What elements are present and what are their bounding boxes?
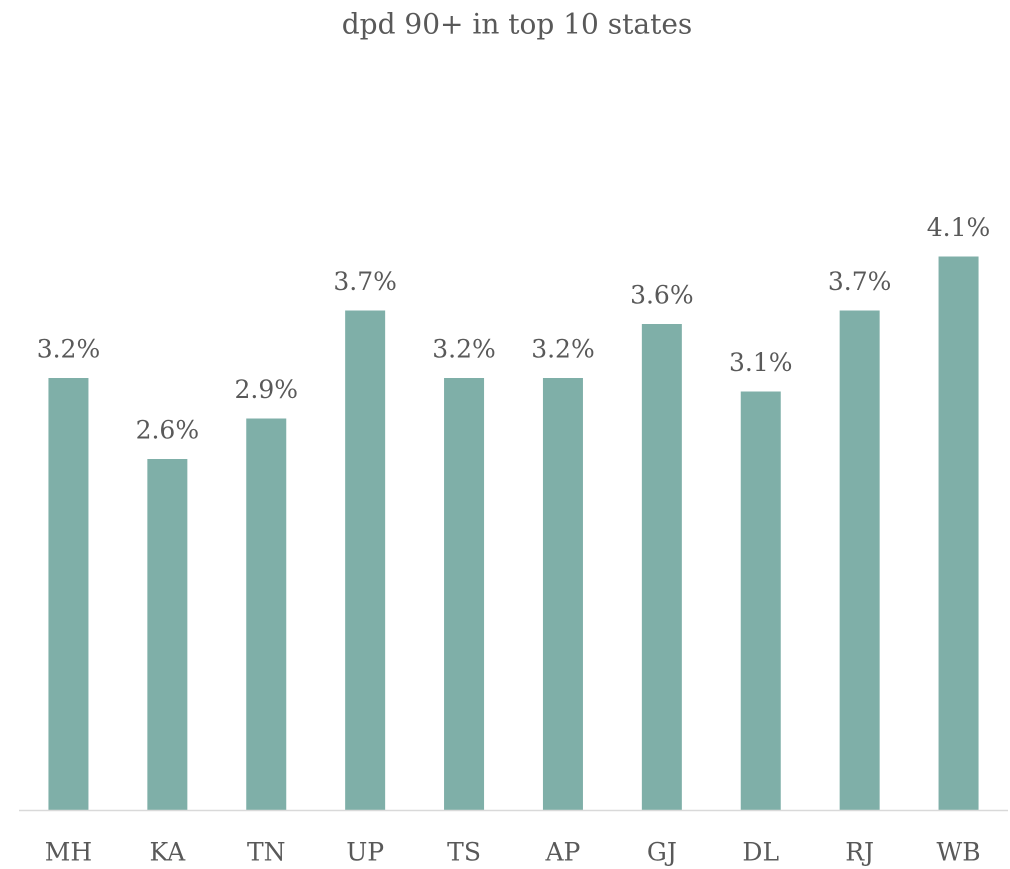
x-tick-label: MH — [45, 838, 92, 867]
x-tick-label: WB — [937, 838, 981, 867]
x-tick-label: DL — [742, 838, 779, 867]
bar — [938, 256, 979, 810]
data-label: 2.6% — [136, 416, 200, 445]
bar — [740, 391, 781, 810]
x-tick-label: RJ — [845, 838, 874, 867]
data-label: 2.9% — [234, 375, 298, 404]
bar — [246, 418, 287, 810]
bar — [345, 310, 386, 810]
chart-title: dpd 90+ in top 10 states — [342, 8, 693, 41]
data-label: 3.6% — [630, 281, 694, 310]
bar — [839, 310, 880, 810]
x-tick-label: GJ — [647, 838, 677, 867]
data-label: 3.2% — [432, 335, 496, 364]
x-tick-label: UP — [346, 838, 384, 867]
data-label: 3.7% — [828, 267, 892, 296]
x-tick-label: TN — [247, 838, 286, 867]
bar — [48, 378, 89, 810]
data-label: 3.7% — [333, 267, 397, 296]
bar — [147, 459, 188, 810]
bar — [444, 378, 485, 810]
data-label: 3.2% — [37, 335, 101, 364]
x-tick-label: TS — [447, 838, 481, 867]
bar — [641, 324, 682, 810]
data-label: 3.2% — [531, 335, 595, 364]
x-tick-label: KA — [149, 838, 186, 867]
x-tick-label: AP — [545, 838, 581, 867]
data-label: 3.1% — [729, 348, 793, 377]
bar — [542, 378, 583, 810]
data-label: 4.1% — [927, 213, 991, 242]
